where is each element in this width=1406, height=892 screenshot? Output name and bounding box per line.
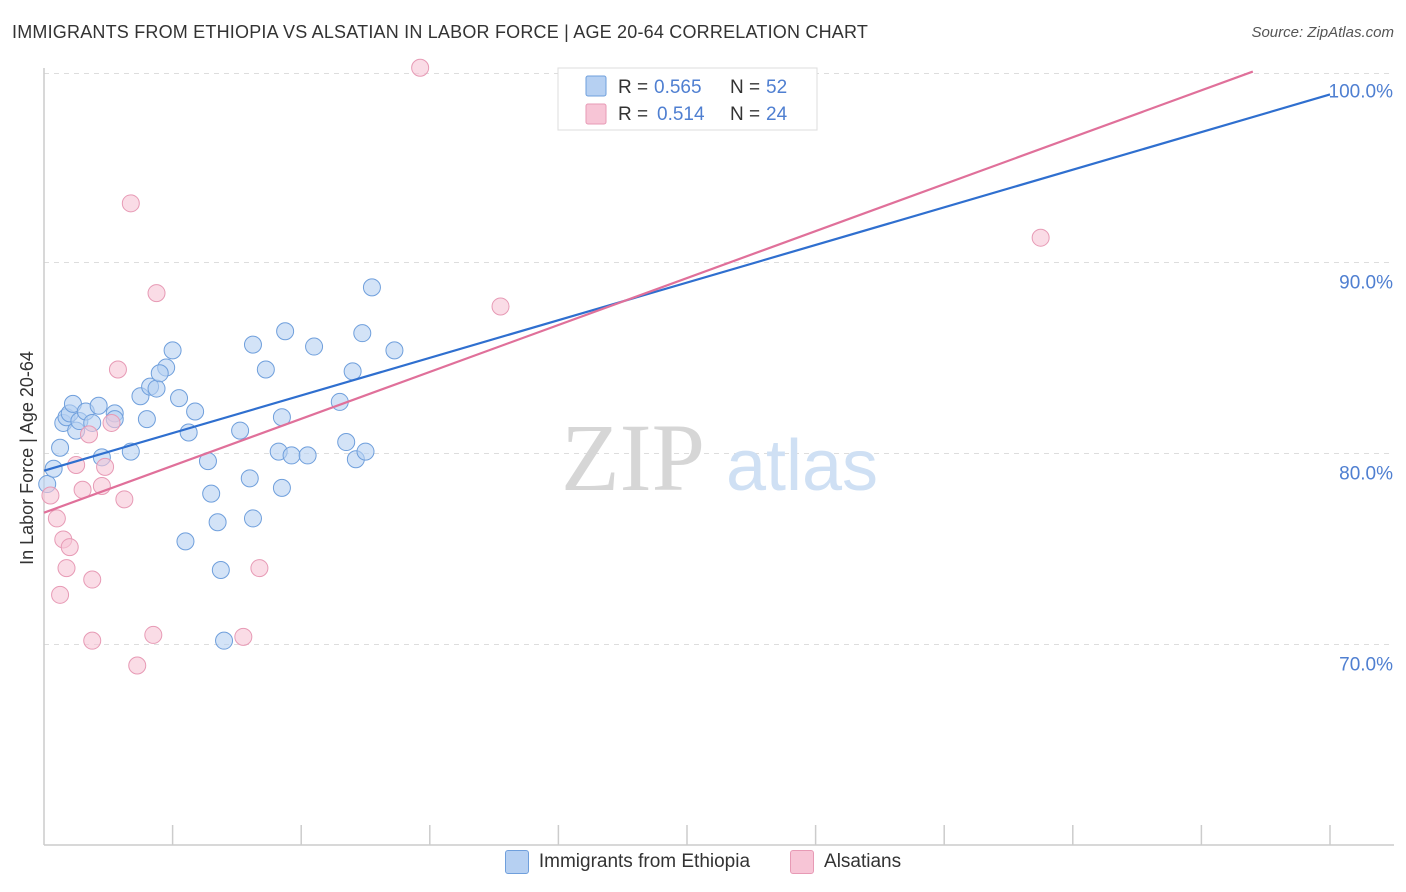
point-pink-18 (144, 625, 163, 644)
point-pink-0 (41, 486, 60, 505)
series-legend: Immigrants from Ethiopia Alsatians (0, 850, 1406, 874)
point-blue-2 (51, 438, 70, 457)
correlation-legend: R = 0.565 N = 52 R = 0.514 N = 24 (557, 67, 818, 131)
point-blue-28 (202, 484, 221, 503)
point-pink-8 (80, 425, 99, 444)
point-blue-36 (256, 360, 275, 379)
point-pink-19 (147, 284, 166, 303)
point-pink-14 (108, 360, 127, 379)
point-blue-45 (337, 433, 356, 452)
data-points (38, 58, 1050, 675)
point-blue-46 (343, 362, 362, 381)
point-blue-33 (243, 509, 262, 528)
scatter-chart: ZIP atlas 100.0%90.0%80.0%70.0%0.0%40.0%… (17, 58, 1394, 846)
point-pink-17 (128, 656, 147, 675)
legend-item-ethiopia[interactable]: Immigrants from Ethiopia (504, 850, 751, 874)
ethiopia-swatch (504, 850, 529, 874)
point-blue-34 (243, 335, 262, 354)
axes (43, 68, 1394, 846)
point-blue-40 (276, 322, 295, 341)
legend-r-label-1: R = (618, 77, 648, 98)
point-pink-1 (47, 509, 66, 528)
point-pink-13 (102, 413, 121, 432)
gridlines (44, 72, 1394, 645)
point-blue-17 (137, 410, 156, 429)
point-blue-32 (231, 421, 250, 440)
trend-line-pink (43, 70, 1254, 514)
watermark: ZIP atlas (561, 404, 878, 511)
point-blue-48 (353, 324, 372, 343)
legend-n-value-2: 24 (766, 104, 788, 125)
point-blue-42 (298, 446, 317, 465)
point-blue-39 (272, 478, 291, 497)
point-blue-41 (282, 446, 301, 465)
point-blue-29 (211, 560, 230, 579)
chart-title: IMMIGRANTS FROM ETHIOPIA VS ALSATIAN IN … (12, 22, 869, 42)
legend-swatch-pink (585, 103, 607, 125)
y-tick-label-0: 100.0% (1329, 82, 1394, 103)
trend-line-blue (43, 93, 1331, 472)
point-blue-21 (150, 364, 169, 383)
legend-item-alsatians[interactable]: Alsatians (790, 850, 901, 874)
legend-r-value-2: 0.514 (657, 104, 705, 125)
point-pink-2 (51, 585, 70, 604)
x-axis-ticks (171, 825, 1331, 845)
point-pink-24 (1031, 228, 1050, 247)
watermark-atlas: atlas (726, 426, 878, 506)
point-blue-43 (305, 337, 324, 356)
point-pink-12 (96, 457, 115, 476)
point-pink-23 (491, 297, 510, 316)
point-blue-31 (208, 513, 227, 532)
point-blue-25 (176, 532, 195, 551)
point-blue-23 (163, 341, 182, 360)
point-pink-5 (60, 538, 79, 557)
point-pink-20 (234, 627, 253, 646)
source-label: Source: ZipAtlas.com (1251, 24, 1394, 41)
point-pink-16 (121, 194, 140, 213)
point-blue-11 (89, 396, 108, 415)
tick-labels: 100.0%90.0%80.0%70.0%0.0%40.0% (1329, 82, 1394, 676)
point-blue-51 (362, 278, 381, 297)
alsatians-swatch (790, 850, 815, 874)
legend-n-value-1: 52 (766, 77, 787, 98)
point-pink-9 (83, 631, 102, 650)
point-blue-30 (215, 631, 234, 650)
y-tick-label-3: 70.0% (1339, 655, 1393, 676)
watermark-zip: ZIP (561, 404, 705, 511)
point-blue-26 (186, 402, 205, 421)
y-axis-label: In Labor Force | Age 20-64 (17, 351, 37, 565)
legend-r-label-2: R = (618, 104, 648, 125)
point-pink-4 (57, 559, 76, 578)
legend-label-alsatians: Alsatians (824, 851, 902, 872)
point-pink-15 (115, 490, 134, 509)
legend-n-label-2: N = (730, 104, 760, 125)
point-pink-22 (411, 58, 430, 77)
legend-label-ethiopia: Immigrants from Ethiopia (538, 851, 751, 872)
legend-swatch-blue (585, 75, 607, 97)
y-tick-label-1: 90.0% (1339, 273, 1393, 294)
point-pink-10 (83, 570, 102, 589)
point-blue-35 (240, 469, 259, 488)
point-pink-21 (250, 559, 269, 578)
point-blue-22 (170, 389, 189, 408)
point-blue-19 (147, 379, 166, 398)
trend-lines (43, 70, 1331, 514)
legend-n-label-1: N = (730, 77, 760, 98)
point-blue-50 (356, 442, 375, 461)
y-tick-label-2: 80.0% (1339, 464, 1393, 485)
point-blue-49 (385, 341, 404, 360)
legend-r-value-1: 0.565 (654, 77, 702, 98)
